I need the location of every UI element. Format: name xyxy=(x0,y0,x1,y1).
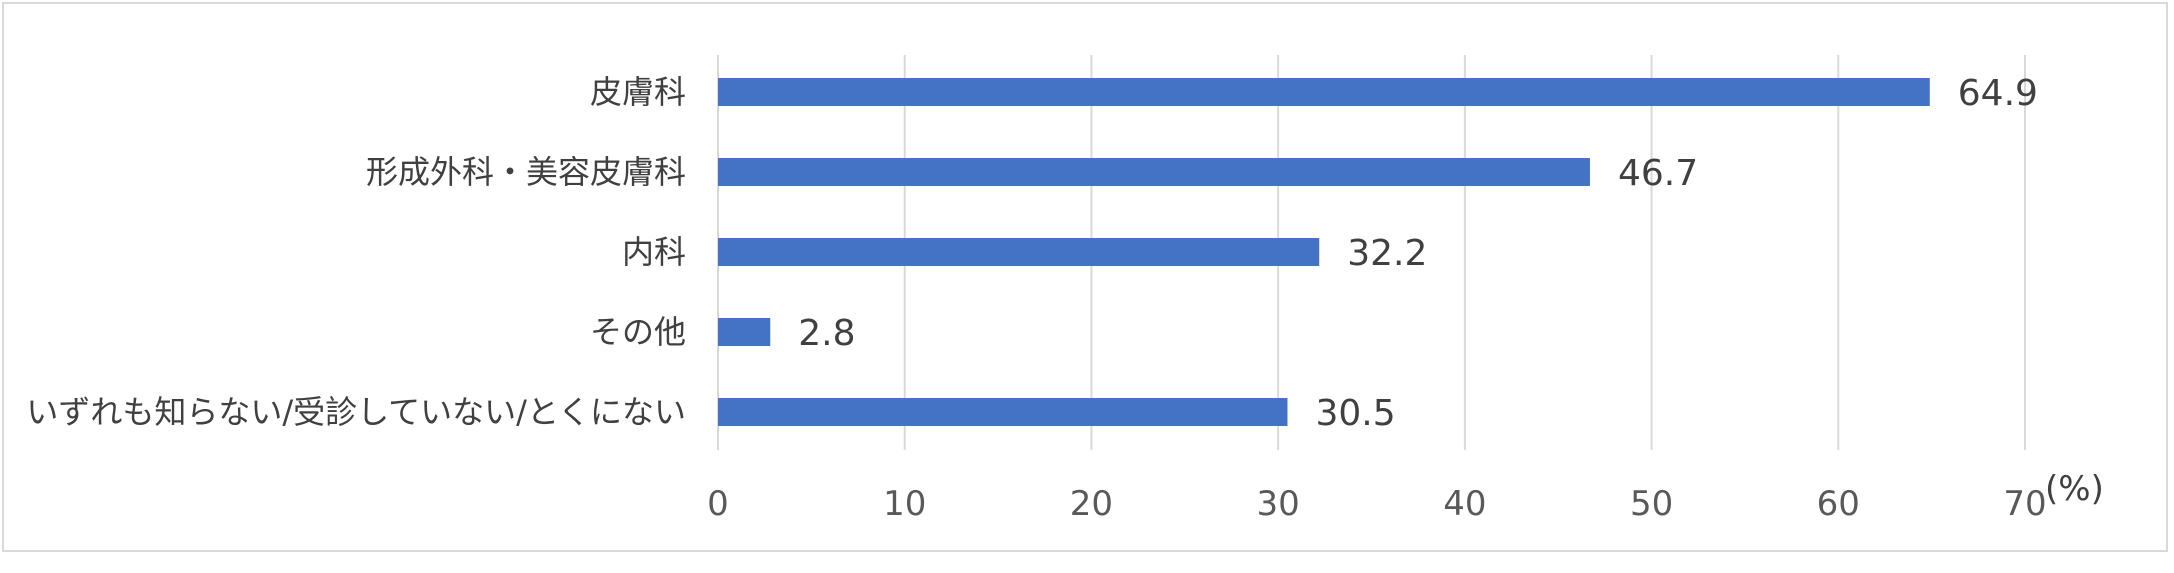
bar xyxy=(718,318,771,346)
x-tick-label: 30 xyxy=(1257,484,1300,524)
category-label: その他 xyxy=(590,313,686,351)
bar xyxy=(718,78,1930,106)
x-tick-label: 0 xyxy=(707,484,729,524)
bar xyxy=(718,158,1590,186)
value-label: 30.5 xyxy=(1315,393,1395,434)
x-axis-unit-label: (%) xyxy=(2045,469,2104,509)
x-tick-label: 40 xyxy=(1443,484,1486,524)
grid-lines xyxy=(717,55,2026,450)
x-tick-label: 50 xyxy=(1630,484,1673,524)
x-tick-label: 10 xyxy=(883,484,926,524)
category-label: 皮膚科 xyxy=(590,73,686,111)
category-label: いずれも知らない/受診していない/とくにない xyxy=(26,393,686,431)
bars xyxy=(718,78,1930,426)
value-label: 32.2 xyxy=(1347,233,1427,274)
x-axis-tick-labels: 0 10 20 30 40 50 60 70 xyxy=(707,484,2046,524)
x-tick-label: 70 xyxy=(2003,484,2046,524)
category-label: 形成外科・美容皮膚科 xyxy=(366,153,686,191)
value-label: 46.7 xyxy=(1618,153,1698,194)
x-tick-label: 20 xyxy=(1070,484,1113,524)
category-label: 内科 xyxy=(622,233,686,271)
bar xyxy=(718,238,1320,266)
value-label: 2.8 xyxy=(798,313,855,354)
value-labels: 64.9 46.7 32.2 2.8 30.5 xyxy=(798,73,2038,434)
value-label: 64.9 xyxy=(1958,73,2038,114)
x-tick-label: 60 xyxy=(1817,484,1860,524)
bar xyxy=(718,398,1288,426)
